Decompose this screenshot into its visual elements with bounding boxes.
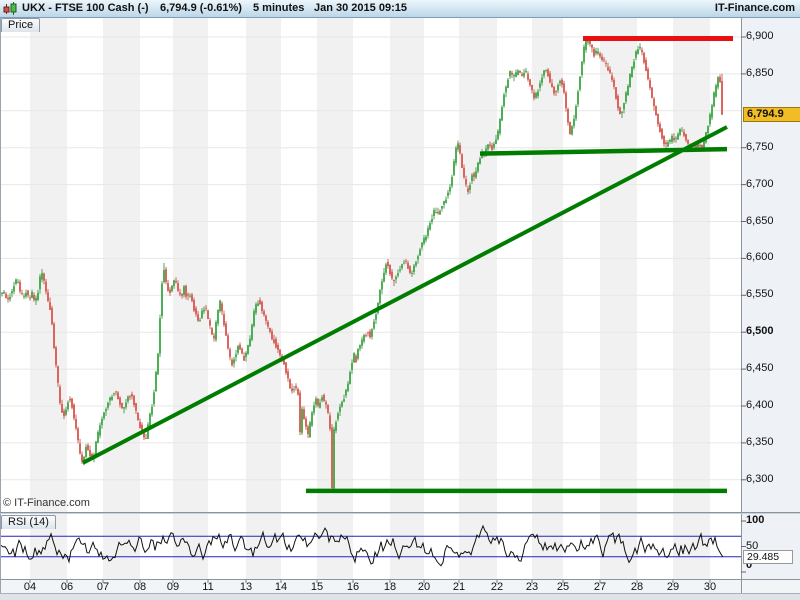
rsi-axis-label: 0 <box>746 559 753 571</box>
x-axis-date-label: 09 <box>166 581 180 593</box>
x-axis-date-label: 29 <box>666 581 680 593</box>
price-axis-label: 6,350 <box>746 435 774 448</box>
rsi-line <box>0 524 724 567</box>
last-quote-change: 6,794.9 (-0.61%) <box>160 2 242 14</box>
price-axis-label: 6,450 <box>746 362 774 375</box>
support-trendline[interactable] <box>82 125 728 465</box>
candlestick-chart-icon <box>3 2 17 15</box>
rsi-axis-label: 100 <box>746 514 765 526</box>
last-price-badge: 6,794.9 <box>743 107 800 123</box>
tab-price-panel[interactable]: Price <box>1 18 41 32</box>
brand-watermark: IT-Finance.com <box>714 2 795 14</box>
x-axis-date-label: 28 <box>630 581 644 593</box>
chart-header-bar: UKX - FTSE 100 Cash (-) 6,794.9 (-0.61%)… <box>0 0 800 18</box>
x-axis-date-label: 20 <box>417 581 431 593</box>
x-axis-date-label: 21 <box>452 581 466 593</box>
price-axis-label: 6,750 <box>746 140 774 153</box>
x-axis-date-label: 08 <box>133 581 147 593</box>
x-axis-date-label: 13 <box>239 581 253 593</box>
x-axis-date-label: 25 <box>556 581 570 593</box>
symbol-title: UKX - FTSE 100 Cash (-) <box>22 2 149 14</box>
x-axis-date-label: 18 <box>383 581 397 593</box>
x-axis-date-label: 14 <box>274 581 288 593</box>
price-axis-label: 6,900 <box>746 30 774 42</box>
price-axis-label: 6,700 <box>746 177 774 190</box>
x-axis-date-label: 07 <box>96 581 110 593</box>
candlestick-series <box>1 36 723 491</box>
x-axis-date-label: 15 <box>310 581 324 593</box>
day-stripes <box>30 18 710 579</box>
price-axis-label: 6,300 <box>746 472 774 485</box>
interval-label: 5 minutes <box>253 2 305 14</box>
price-axis-label: 6,550 <box>746 288 774 301</box>
x-axis-date-label: 22 <box>490 581 504 593</box>
copyright-watermark: © IT-Finance.com <box>3 497 90 509</box>
rsi-axis-label: 50 <box>746 539 759 552</box>
x-axis-date-label: 04 <box>23 581 37 593</box>
price-axis-label: 6,650 <box>746 214 774 227</box>
breakout-support-line[interactable] <box>479 146 728 156</box>
rsi-panel <box>0 524 741 567</box>
x-axis-date-label: 27 <box>593 581 607 593</box>
x-axis-date-label: 23 <box>525 581 539 593</box>
price-axis-label: 6,850 <box>746 66 774 79</box>
x-axis-date-label: 30 <box>703 581 717 593</box>
x-axis-date-label: 06 <box>60 581 74 593</box>
tab-rsi-indicator[interactable]: RSI (14) <box>1 515 56 529</box>
rsi-current-value-badge: 29.485 <box>743 549 793 564</box>
price-axis-label: 6,500 <box>746 325 774 338</box>
x-axis-date-label: 16 <box>346 581 360 593</box>
price-axis-label: 6,400 <box>746 399 774 411</box>
datetime-label: Jan 30 2015 09:15 <box>314 2 407 14</box>
price-axis-label: 6,600 <box>746 251 774 264</box>
x-axis-date-label: 11 <box>202 581 214 593</box>
